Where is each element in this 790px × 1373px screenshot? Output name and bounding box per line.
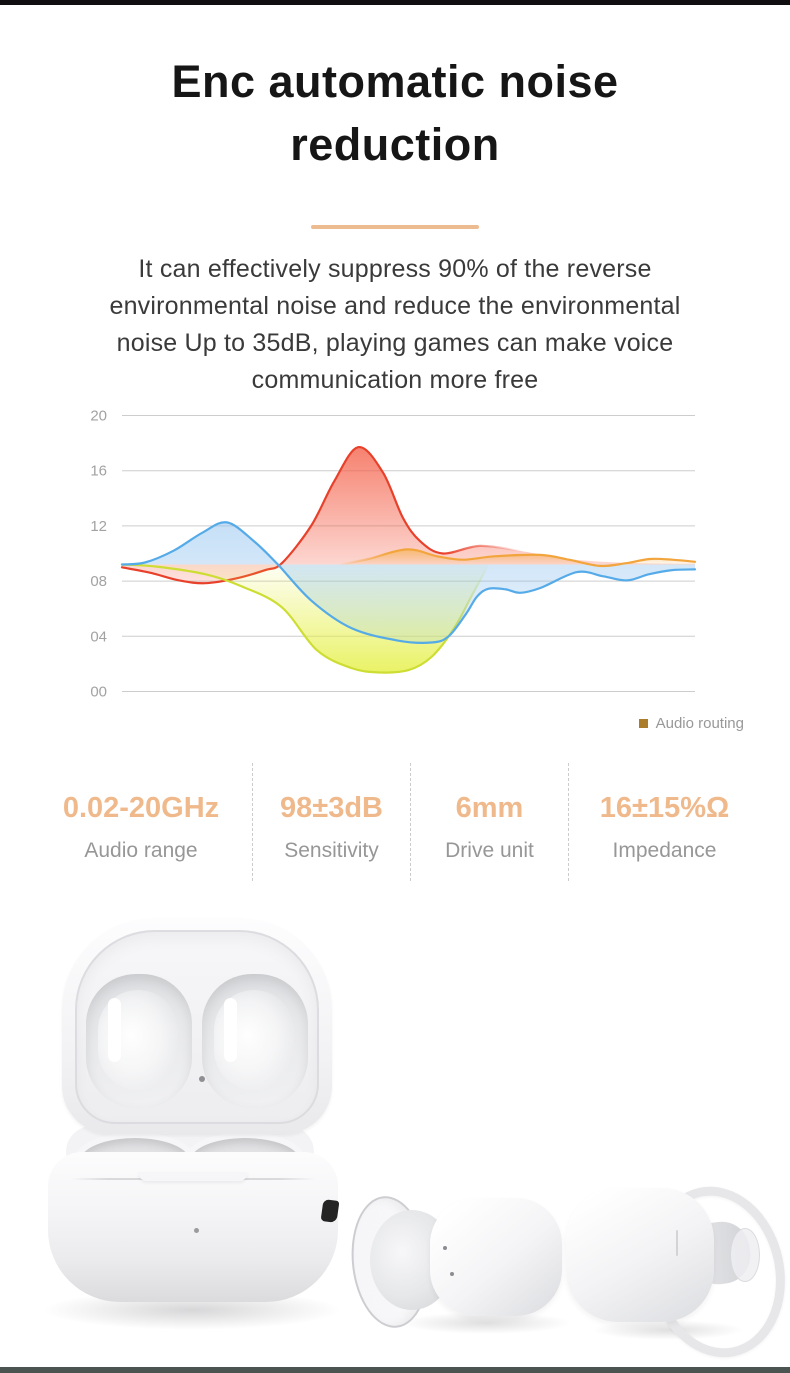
chart-section: 20 16 12 08 04 00 Audio routing: [0, 403, 790, 748]
specs-row: 0.02-20GHz Audio range 98±3dB Sensitivit…: [30, 763, 760, 881]
noise-wave-chart: 20 16 12 08 04 00: [90, 408, 697, 701]
spec-label: Audio range: [84, 839, 198, 862]
earbud-shadow: [400, 1312, 572, 1334]
lid-inner-recess: [75, 930, 319, 1124]
spec-impedance: 16±15%Ω Impedance: [568, 763, 760, 881]
earbud-right: [566, 1188, 714, 1322]
mic-hole: [450, 1272, 454, 1276]
top-bar: [0, 0, 790, 5]
title-divider: [311, 225, 479, 229]
spec-sensitivity: 98±3dB Sensitivity: [252, 763, 410, 881]
spec-label: Impedance: [612, 839, 717, 862]
spec-value: 6mm: [455, 792, 524, 824]
title-line-1: Enc automatic noise: [171, 56, 619, 107]
case-lip-notch: [138, 1172, 248, 1181]
spec-value: 16±15%Ω: [599, 792, 730, 824]
orange-wave-area: [339, 549, 695, 567]
y-axis-tick: 04: [90, 628, 107, 645]
earbud-right-crease: [676, 1230, 678, 1256]
gloss-streak: [224, 998, 237, 1062]
spec-audio-range: 0.02-20GHz Audio range: [30, 763, 252, 881]
earbud-left: [430, 1198, 562, 1316]
description: It can effectively suppress 90% of the r…: [0, 251, 790, 399]
blue-wave-line: [120, 521, 697, 644]
spec-value: 0.02-20GHz: [62, 792, 220, 824]
charging-case-body: [48, 1152, 340, 1302]
spec-drive-unit: 6mm Drive unit: [410, 763, 568, 881]
mic-hole: [443, 1246, 447, 1250]
y-axis-tick: 08: [90, 573, 107, 590]
description-line: It can effectively suppress 90% of the r…: [138, 255, 652, 283]
spec-label: Drive unit: [445, 839, 534, 862]
spec-value: 98±3dB: [280, 792, 383, 824]
lid-sensor-dot: [199, 1076, 205, 1082]
product-photo: [0, 900, 790, 1371]
legend-swatch-icon: [638, 719, 648, 728]
earbud-shadow: [592, 1320, 744, 1340]
legend-label: Audio routing: [655, 715, 744, 732]
lid-pocket-right: [202, 974, 308, 1108]
title-line-2: reduction: [290, 119, 500, 170]
y-axis-tick: 20: [90, 408, 107, 425]
spec-label: Sensitivity: [284, 839, 379, 862]
description-line: noise Up to 35dB, playing games can make…: [116, 329, 674, 357]
y-axis-tick: 00: [90, 684, 107, 701]
y-axis-tick: 12: [90, 518, 107, 535]
bottom-bar: [0, 1367, 790, 1373]
charging-case-lid: [62, 918, 332, 1134]
description-line: environmental noise and reduce the envir…: [109, 292, 681, 320]
gloss-streak: [108, 998, 121, 1062]
chart-legend: Audio routing: [638, 715, 744, 732]
description-line: communication more free: [251, 366, 539, 394]
brand-logo: [320, 1198, 340, 1224]
orange-wave-line: [338, 548, 697, 568]
page-title: Enc automatic noise reduction: [0, 50, 790, 176]
lid-pocket-left: [86, 974, 192, 1108]
y-axis-tick: 16: [90, 463, 107, 480]
case-led-dot: [194, 1228, 199, 1233]
earbud-right-clear-tip: [730, 1228, 760, 1282]
